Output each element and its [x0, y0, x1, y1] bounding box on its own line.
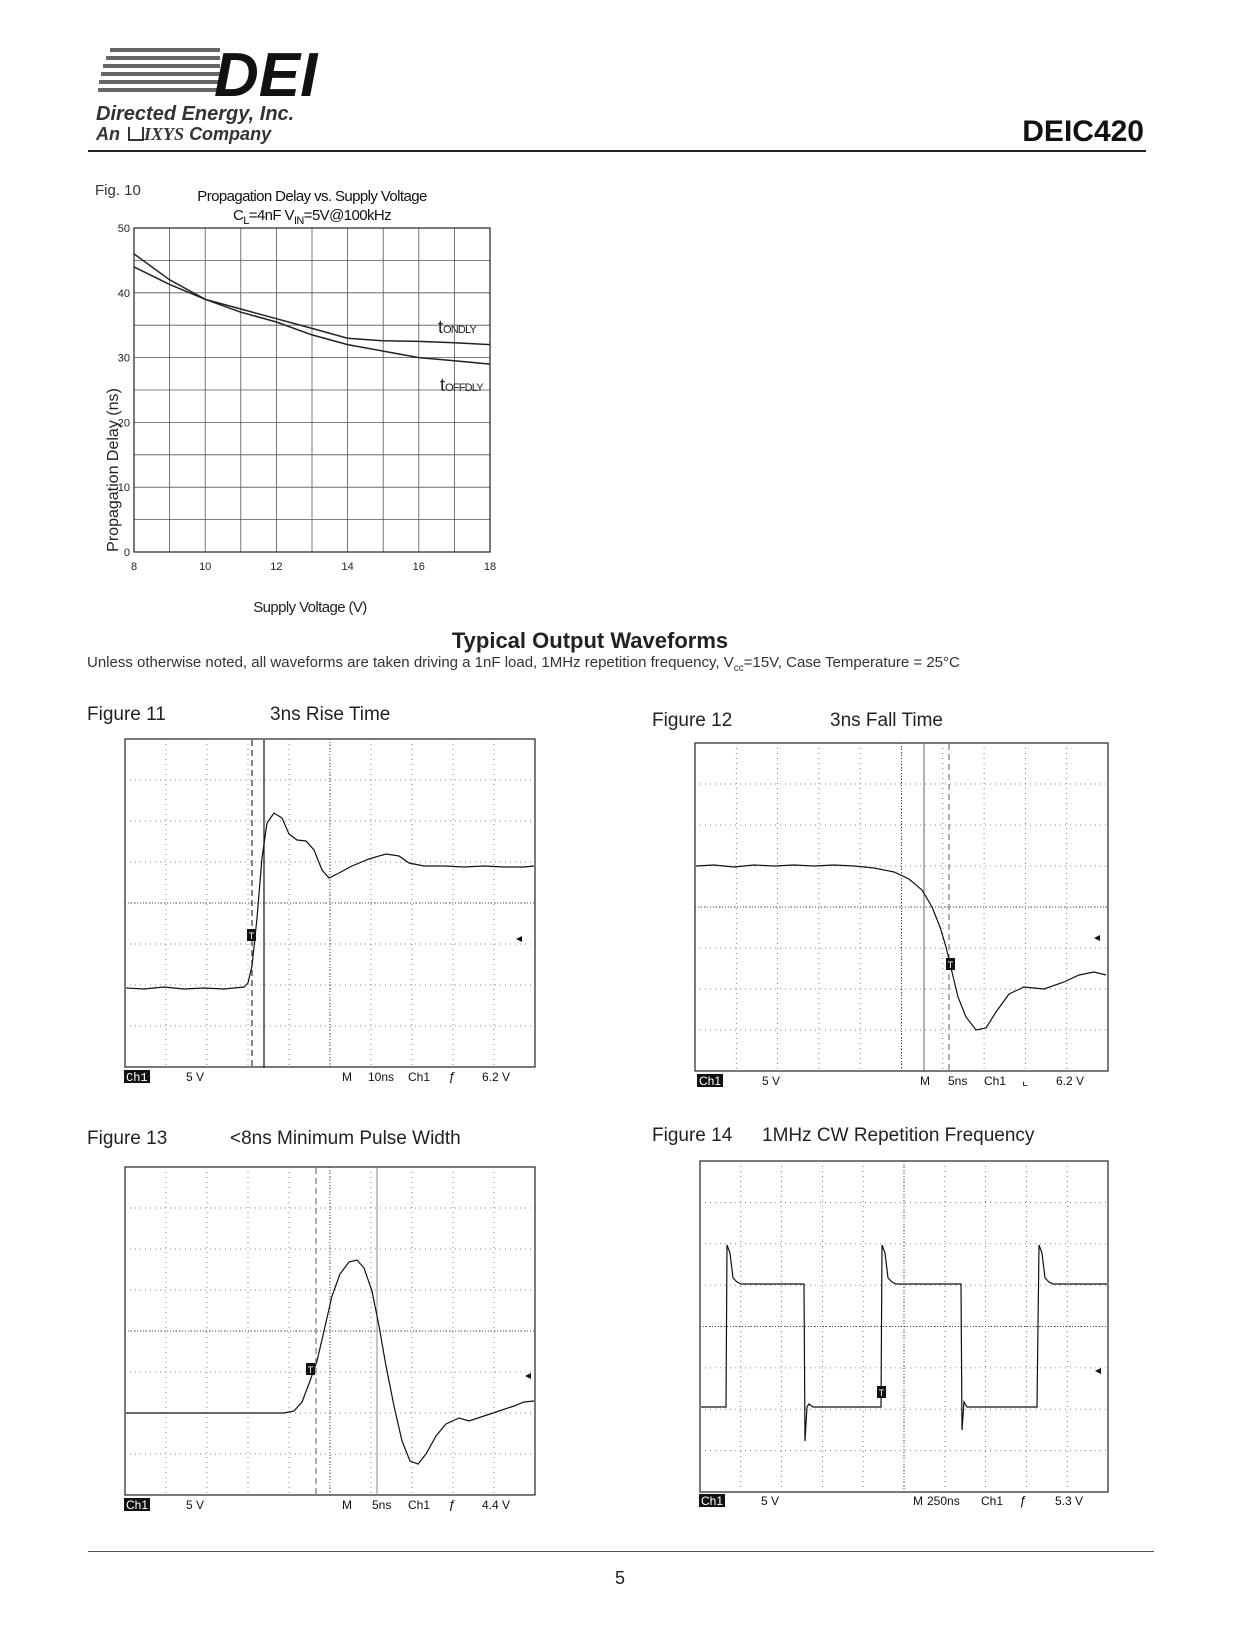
figure-11-label: Figure 11	[87, 704, 166, 725]
level-arrow-icon	[516, 936, 522, 942]
fig10-plot-frame	[133, 227, 491, 553]
volts-per-div: 5 V	[761, 1494, 779, 1508]
timebase-value: 5ns	[372, 1498, 391, 1511]
figure-12-label: Figure 12	[652, 710, 733, 731]
timebase-value: 5ns	[948, 1074, 967, 1087]
trigger-channel: Ch1	[408, 1070, 430, 1083]
trigger-level: 5.3 V	[1055, 1494, 1083, 1508]
svg-text:T: T	[948, 960, 954, 970]
document-id: DEIC420	[1022, 115, 1144, 148]
scope-screen-fig13: T Ch1 5 V M 5ns Ch1 ƒ 4.4 V	[124, 1166, 536, 1511]
trigger-marker-icon: T	[946, 958, 955, 970]
company-name: Directed Energy, Inc.	[96, 103, 295, 125]
fig10-xlabel: Supply Voltage (V)	[253, 599, 367, 616]
footer-divider	[88, 1551, 1154, 1552]
channel-label: Ch1	[701, 1494, 723, 1508]
trigger-level: 6.2 V	[482, 1070, 510, 1083]
fig10-label: Fig. 10	[95, 182, 141, 199]
company-tagline: An IXYS Company	[96, 124, 271, 145]
trigger-level: 6.2 V	[1056, 1074, 1084, 1087]
channel-badge	[699, 1494, 725, 1507]
svg-text:T: T	[879, 1388, 885, 1398]
figure-14-label: Figure 14	[652, 1125, 733, 1146]
level-arrow-icon	[1094, 935, 1100, 941]
tagline-prefix: An	[96, 124, 120, 144]
fig10-title: Propagation Delay vs. Supply Voltage	[197, 188, 427, 205]
dei-logo-mark: DEI	[98, 41, 319, 110]
rising-edge-icon: ƒ	[1019, 1493, 1026, 1508]
fig10-chart: Propagation Delay vs. Supply Voltage CL=…	[105, 188, 496, 616]
fig10-ytick-label: 30	[118, 353, 130, 365]
page-number: 5	[614, 1568, 625, 1588]
level-arrow-icon	[525, 1373, 531, 1379]
volts-per-div: 5 V	[762, 1074, 780, 1087]
volts-per-div: 5 V	[186, 1070, 204, 1083]
fig10-ytick-label: 40	[118, 288, 130, 300]
fig10-xtick-label: 10	[199, 561, 211, 573]
section-title: Typical Output Waveforms	[451, 628, 729, 653]
channel-badge	[697, 1074, 723, 1087]
channel-label: Ch1	[126, 1071, 148, 1083]
fig10-xtick-label: 16	[413, 561, 425, 573]
logo-mark-text: DEI	[214, 41, 319, 110]
fig10-ytick-label: 20	[118, 417, 130, 429]
figure-13-caption: <8ns Minimum Pulse Width	[230, 1128, 461, 1149]
trigger-channel: Ch1	[981, 1494, 1003, 1508]
timebase-m: M	[920, 1074, 930, 1087]
trigger-marker-icon: T	[247, 929, 256, 941]
svg-text:T: T	[249, 931, 255, 941]
series-label-offdly: tOFFDLY	[440, 375, 484, 395]
timebase-m: M	[913, 1494, 923, 1508]
figure-14-caption: 1MHz CW Repetition Frequency	[762, 1125, 1035, 1146]
fig10-series-tONDLY	[133, 266, 491, 346]
fig10-ytick-label: 0	[124, 547, 130, 559]
channel-label: Ch1	[126, 1498, 148, 1511]
scope-screen-fig12: T Ch1 5 V M 5ns Ch1 ⌞ 6.2 V	[694, 742, 1109, 1087]
scope-screen-fig14: T Ch1 5 V M 250ns Ch1 ƒ 5.3 V	[699, 1160, 1109, 1508]
company-logo: DEI	[96, 40, 356, 112]
fig10-series-tOFFDLY	[133, 253, 491, 365]
fig10-ytick-label: 50	[118, 223, 130, 235]
channel-label: Ch1	[699, 1074, 721, 1087]
timebase-m: M	[342, 1070, 352, 1083]
figure-11-caption: 3ns Rise Time	[270, 704, 391, 725]
svg-text:T: T	[308, 1365, 314, 1375]
fig10-ylabel: Propagation Delay (ns)	[105, 388, 122, 552]
rising-edge-icon: ƒ	[448, 1497, 455, 1511]
falling-edge-icon: ⌞	[1022, 1073, 1028, 1087]
figure-13-label: Figure 13	[87, 1128, 168, 1149]
tagline-suffix: Company	[189, 124, 272, 144]
trigger-level: 4.4 V	[482, 1498, 510, 1511]
level-arrow-icon	[1095, 1368, 1101, 1374]
waveform-trace	[126, 1259, 535, 1465]
scope-screen-fig11: T Ch1 5 V M 10ns Ch1 ƒ 6.2 V	[124, 738, 536, 1083]
fig10-xtick-label: 12	[270, 561, 282, 573]
trigger-marker-icon: T	[306, 1363, 315, 1375]
fig10-ytick-label: 10	[118, 482, 130, 494]
series-label-ondly: tONDLY	[438, 317, 478, 337]
fig10-xtick-label: 8	[131, 561, 137, 573]
fig10-subtitle: CL=4nF VIN=5V@100kHz	[233, 207, 391, 227]
timebase-value: 10ns	[368, 1070, 394, 1083]
ixys-icon	[128, 127, 145, 141]
timebase-m: M	[342, 1498, 352, 1511]
tagline-brand: IXYS	[144, 124, 185, 144]
trigger-channel: Ch1	[984, 1074, 1006, 1087]
waveform-trace	[701, 1244, 1107, 1442]
volts-per-div: 5 V	[186, 1498, 204, 1511]
waveform-trace	[695, 864, 1107, 1031]
timebase-value: 250ns	[927, 1494, 960, 1508]
trigger-channel: Ch1	[408, 1498, 430, 1511]
figure-12-caption: 3ns Fall Time	[830, 710, 943, 731]
rising-edge-icon: ƒ	[448, 1069, 455, 1083]
trigger-marker-icon: T	[877, 1386, 886, 1398]
channel-badge	[124, 1070, 150, 1083]
waveform-trace	[125, 812, 535, 990]
header-divider	[88, 150, 1146, 152]
channel-badge	[124, 1498, 150, 1511]
section-note: Unless otherwise noted, all waveforms ar…	[87, 654, 960, 674]
fig10-xtick-label: 18	[484, 561, 496, 573]
fig10-xtick-label: 14	[341, 561, 353, 573]
